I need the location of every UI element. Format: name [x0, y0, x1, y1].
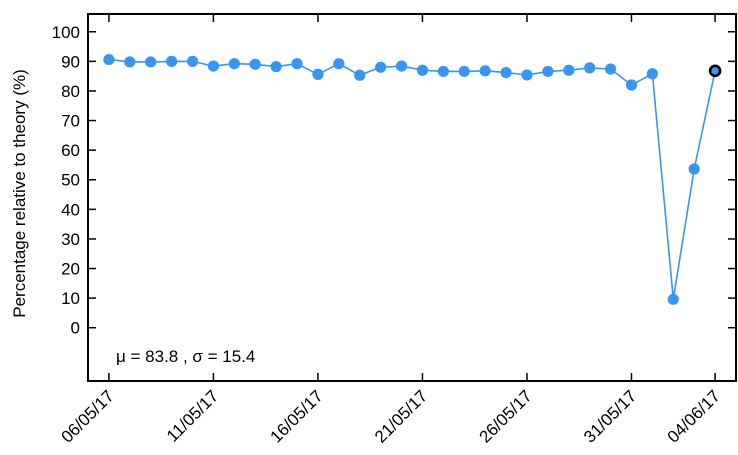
data-point [563, 64, 575, 76]
data-point [270, 61, 282, 73]
y-axis-ticks: 0 10 20 30 40 50 60 70 80 90 100 [52, 23, 736, 338]
y-tick-label: 60 [61, 141, 80, 160]
y-tick-label: 50 [61, 171, 80, 190]
data-point [542, 65, 554, 78]
data-point [688, 163, 700, 175]
y-tick-label: 10 [61, 289, 80, 308]
data-point [479, 65, 491, 77]
data-point [625, 79, 638, 91]
data-point [124, 56, 136, 68]
data-point [312, 68, 324, 80]
y-tick-label: 0 [71, 319, 80, 338]
series-layer [103, 53, 722, 305]
x-tick-label: 04/06/17 [664, 386, 724, 446]
y-tick-label: 80 [61, 82, 80, 101]
data-point [166, 55, 178, 67]
data-point [604, 63, 617, 75]
data-point [249, 58, 261, 70]
data-point [354, 69, 366, 81]
y-tick-label: 90 [61, 52, 80, 71]
series-line [108, 58, 716, 300]
x-tick-label: 11/05/17 [163, 386, 222, 445]
data-point [291, 58, 303, 70]
stats-annotation: μ = 83.8 , σ = 15.4 [116, 347, 255, 366]
data-point [395, 60, 408, 72]
x-tick-label: 06/05/17 [57, 386, 117, 446]
data-point [186, 55, 199, 67]
data-point [584, 62, 596, 74]
data-point [375, 61, 387, 73]
data-point [521, 69, 533, 81]
y-tick-label: 20 [61, 260, 80, 279]
data-point [145, 56, 157, 68]
data-point [228, 58, 240, 70]
data-point [437, 65, 449, 78]
y-tick-label: 40 [61, 200, 80, 219]
data-point [207, 60, 220, 72]
y-tick-label: 100 [52, 23, 80, 42]
data-point [416, 64, 429, 76]
data-point [458, 65, 470, 78]
y-tick-label: 30 [61, 230, 80, 249]
y-axis-title: Percentage relative to theory (%) [10, 69, 29, 318]
x-tick-label: 21/05/17 [371, 386, 431, 446]
data-point-highlighted [708, 64, 722, 78]
x-tick-label: 31/05/17 [580, 386, 640, 446]
data-point [103, 53, 115, 66]
data-point [667, 293, 679, 305]
data-point [500, 67, 512, 79]
data-point [646, 68, 658, 80]
y-tick-label: 70 [61, 112, 80, 131]
x-tick-label: 26/05/17 [476, 386, 536, 446]
data-point [333, 58, 345, 70]
plot-frame [87, 13, 737, 382]
x-tick-label: 16/05/17 [267, 386, 327, 446]
